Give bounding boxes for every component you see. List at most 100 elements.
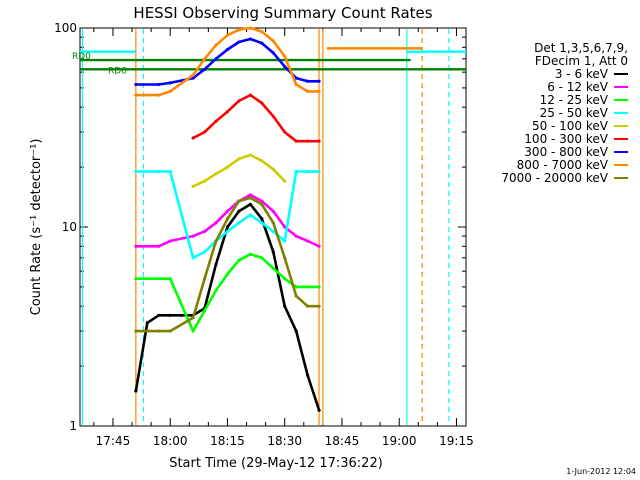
data-point <box>145 321 149 325</box>
data-point <box>225 33 230 37</box>
data-point <box>248 93 252 97</box>
data-point <box>248 26 252 30</box>
data-series <box>134 26 321 412</box>
data-point <box>271 229 275 234</box>
data-point <box>202 57 207 61</box>
legend: Det 1,3,5,6,7,9,FDecim 1, Att 03 - 6 keV… <box>501 41 628 185</box>
data-point <box>225 165 230 169</box>
data-point <box>283 277 287 281</box>
data-point <box>294 169 298 174</box>
data-point <box>306 239 310 243</box>
data-point <box>260 41 264 45</box>
data-point <box>237 99 241 103</box>
data-point <box>202 130 207 134</box>
data-point <box>248 202 252 206</box>
data-point <box>202 277 207 281</box>
data-point <box>317 139 321 143</box>
data-point <box>225 47 230 52</box>
data-point <box>283 179 287 183</box>
data-point <box>134 244 138 248</box>
data-point <box>260 256 264 260</box>
data-point <box>134 82 138 87</box>
x-axis-label: Start Time (29-May-12 17:36:22) <box>169 456 383 471</box>
y-tick-label: 10 <box>62 220 77 234</box>
data-point <box>283 54 287 58</box>
data-point <box>260 217 264 221</box>
data-point <box>214 119 218 123</box>
x-tick-label: 18:00 <box>153 434 188 448</box>
data-point <box>306 139 310 143</box>
data-point <box>306 373 310 377</box>
data-point <box>134 93 138 97</box>
data-point <box>260 202 264 206</box>
data-point <box>168 81 172 85</box>
x-tick-label: 17:45 <box>96 434 131 448</box>
data-point <box>168 169 172 174</box>
data-point <box>202 179 207 183</box>
annotation-label: RD6 <box>108 66 127 76</box>
data-point <box>225 272 230 276</box>
legend-entry-label: 7000 - 20000 keV <box>501 171 608 185</box>
legend-entry-label: 25 - 50 keV <box>540 106 609 120</box>
data-point <box>191 256 195 260</box>
legend-entry-label: 12 - 25 keV <box>540 93 609 107</box>
data-point <box>202 309 207 313</box>
y-axis: 1 10 100 <box>54 21 466 433</box>
x-tick-label: 19:15 <box>439 434 474 448</box>
plot-frame <box>79 27 467 427</box>
data-point <box>283 225 287 229</box>
data-point <box>157 313 161 317</box>
data-point <box>294 76 298 80</box>
data-point <box>260 101 264 105</box>
data-point <box>157 93 161 97</box>
data-point <box>237 40 241 44</box>
data-point <box>260 29 264 34</box>
data-point <box>317 244 321 248</box>
data-point <box>134 277 138 281</box>
data-point <box>283 304 287 308</box>
legend-entry-label: 800 - 7000 keV <box>517 158 609 172</box>
legend-entry-label: 6 - 12 keV <box>547 80 609 94</box>
data-point <box>248 153 252 157</box>
data-point <box>157 82 161 87</box>
legend-entry-label: 50 - 100 keV <box>532 119 609 133</box>
data-point <box>283 64 287 69</box>
data-point <box>168 313 172 317</box>
chart-title: HESSI Observing Summary Count Rates <box>133 4 432 22</box>
legend-header: Det 1,3,5,6,7,9, <box>534 41 628 55</box>
data-point <box>317 89 321 94</box>
data-point <box>202 229 207 234</box>
data-point <box>237 258 241 262</box>
data-point <box>237 209 241 213</box>
data-point <box>317 169 321 174</box>
data-point <box>294 294 298 298</box>
data-point <box>260 221 264 225</box>
data-point <box>191 234 195 238</box>
data-point <box>306 285 310 289</box>
series-line-0 <box>134 203 321 411</box>
annotations: RD0 RD6 <box>72 52 127 76</box>
data-point <box>168 89 172 94</box>
series-line-6 <box>135 37 320 86</box>
x-tick-label: 18:30 <box>267 434 302 448</box>
data-point <box>294 82 298 87</box>
x-tick-label: 19:00 <box>382 434 417 448</box>
data-point <box>214 262 218 266</box>
data-point <box>237 221 241 225</box>
level-lines <box>80 47 466 71</box>
data-point <box>306 304 310 308</box>
data-point <box>168 329 172 333</box>
data-point <box>180 313 184 317</box>
data-point <box>248 193 252 197</box>
data-point <box>214 288 218 293</box>
data-point <box>248 196 252 200</box>
data-point <box>191 136 195 140</box>
x-tick-label: 18:45 <box>325 434 360 448</box>
x-axis: 17:45 18:00 18:15 18:30 18:45 19:00 19:15 <box>93 28 474 448</box>
data-point <box>271 250 275 254</box>
data-point <box>191 329 195 333</box>
data-point <box>191 316 195 320</box>
data-point <box>271 114 275 118</box>
data-point <box>134 389 138 393</box>
data-point <box>214 239 218 243</box>
